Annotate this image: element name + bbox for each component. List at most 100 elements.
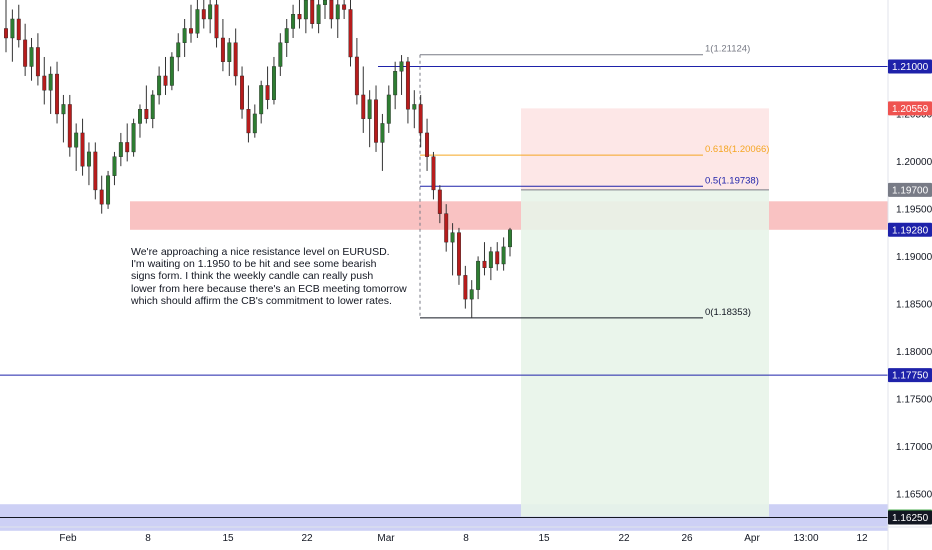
take-profit-zone[interactable]: [521, 189, 769, 517]
candle-body: [157, 75, 162, 96]
candle-body: [259, 85, 264, 115]
svg-text:1.19280: 1.19280: [892, 225, 929, 236]
candle-body: [508, 229, 512, 248]
candle-body: [495, 251, 500, 265]
candle-body: [42, 75, 47, 91]
candle-body: [252, 113, 257, 134]
price-tick-label: 1.16500: [896, 489, 932, 500]
price-axis[interactable]: 1.210001.205001.200001.195001.190001.185…: [896, 62, 932, 500]
candle-body: [482, 260, 487, 268]
candle-body: [463, 275, 468, 300]
candle-body: [61, 104, 66, 115]
candle-body: [118, 142, 123, 157]
fib-level-label-0: 1(1.21124): [705, 44, 750, 55]
price-badge: 1.17750: [888, 368, 932, 383]
candle-body: [74, 132, 79, 148]
candle-body: [125, 142, 130, 153]
candle-body: [501, 246, 506, 265]
price-badge: 1.19700: [888, 182, 932, 197]
candle-body: [457, 232, 461, 276]
candle-body: [4, 28, 8, 39]
horizontal-lines-layer: [0, 65, 888, 519]
analysis-note: We're approaching a nice resistance leve…: [131, 246, 407, 307]
candle-body: [35, 47, 40, 77]
svg-text:1.16250: 1.16250: [892, 513, 929, 524]
price-tick-label: 1.18500: [896, 299, 932, 310]
price-badge: 1.20559: [888, 101, 932, 116]
candle-body: [303, 0, 308, 20]
candle-body: [201, 9, 206, 20]
candle-body: [374, 99, 378, 143]
time-tick-label: 12: [856, 533, 868, 544]
candle-body: [284, 28, 289, 43]
candle-body: [393, 71, 398, 96]
time-axis[interactable]: Feb 8 15 22 Mar 8 15 22 26 Apr 13:00 12: [59, 533, 868, 544]
price-tick-label: 1.19000: [896, 252, 932, 263]
candle-body: [437, 189, 442, 214]
candle-body: [80, 132, 85, 167]
candle-body: [348, 9, 353, 58]
candle-body: [297, 14, 302, 20]
candle-body: [48, 73, 53, 91]
price-badge: 1.21000: [888, 59, 932, 74]
candle-body: [399, 61, 404, 72]
candle-body: [93, 151, 98, 191]
candles-layer: [4, 0, 512, 319]
candle-body: [182, 28, 187, 43]
candle-body: [469, 289, 474, 300]
candle-body: [342, 4, 347, 10]
price-badge: 1.16250: [888, 510, 932, 525]
fibonacci-layer: 1(1.21124) 0.618(1.20066) 0.5(1.19738) 0(1.…: [419, 44, 769, 319]
time-tick-label: Feb: [59, 533, 77, 544]
candle-body: [265, 85, 270, 100]
candle-body: [112, 156, 117, 176]
stop-loss-zone[interactable]: [521, 108, 769, 190]
candle-body: [310, 0, 315, 24]
candle-body: [386, 94, 391, 124]
price-tick-label: 1.17500: [896, 394, 932, 405]
candle-body: [354, 56, 359, 96]
candle-body: [444, 213, 449, 243]
time-tick-label: Apr: [744, 533, 760, 544]
time-tick-label: 8: [145, 533, 151, 544]
resistance-zone[interactable]: [130, 201, 888, 230]
candle-body: [99, 189, 104, 205]
candle-body: [323, 0, 327, 5]
candle-body: [106, 175, 111, 205]
fib-level-label-1: 0.618(1.20066): [705, 144, 769, 155]
candle-body: [138, 108, 142, 124]
price-badges-layer: 1.21000 1.20559 1.19700 1.19280 1.17750 1.162…: [888, 59, 932, 525]
candle-body: [176, 42, 181, 58]
candle-body: [220, 37, 225, 62]
candle-body: [380, 123, 385, 143]
candle-body: [271, 66, 276, 100]
time-tick-label: 15: [538, 533, 550, 544]
candle-body: [169, 56, 174, 86]
time-tick-label: 22: [618, 533, 630, 544]
time-tick-label: 26: [681, 533, 693, 544]
candle-body: [291, 14, 296, 29]
candle-body: [431, 156, 436, 191]
candle-body: [405, 61, 410, 110]
candle-body: [316, 4, 321, 24]
svg-text:1.21000: 1.21000: [892, 62, 929, 73]
svg-text:1.20559: 1.20559: [892, 104, 929, 115]
time-tick-label: 13:00: [793, 533, 818, 544]
candle-body: [233, 42, 238, 77]
candle-body: [144, 108, 149, 119]
candle-body: [335, 4, 340, 20]
candle-body: [412, 104, 417, 110]
candle-body: [488, 251, 493, 268]
candle-body: [425, 132, 430, 157]
candle-body: [227, 42, 232, 62]
candle-body: [67, 104, 72, 148]
fib-level-label-3: 0(1.18353): [705, 307, 751, 318]
price-tick-label: 1.20000: [896, 157, 932, 168]
candle-body: [246, 108, 251, 134]
candle-body: [131, 123, 136, 153]
time-tick-label: Mar: [377, 533, 395, 544]
svg-text:1.19700: 1.19700: [892, 185, 929, 196]
price-tick-label: 1.17000: [896, 442, 932, 453]
candle-body: [10, 18, 15, 39]
